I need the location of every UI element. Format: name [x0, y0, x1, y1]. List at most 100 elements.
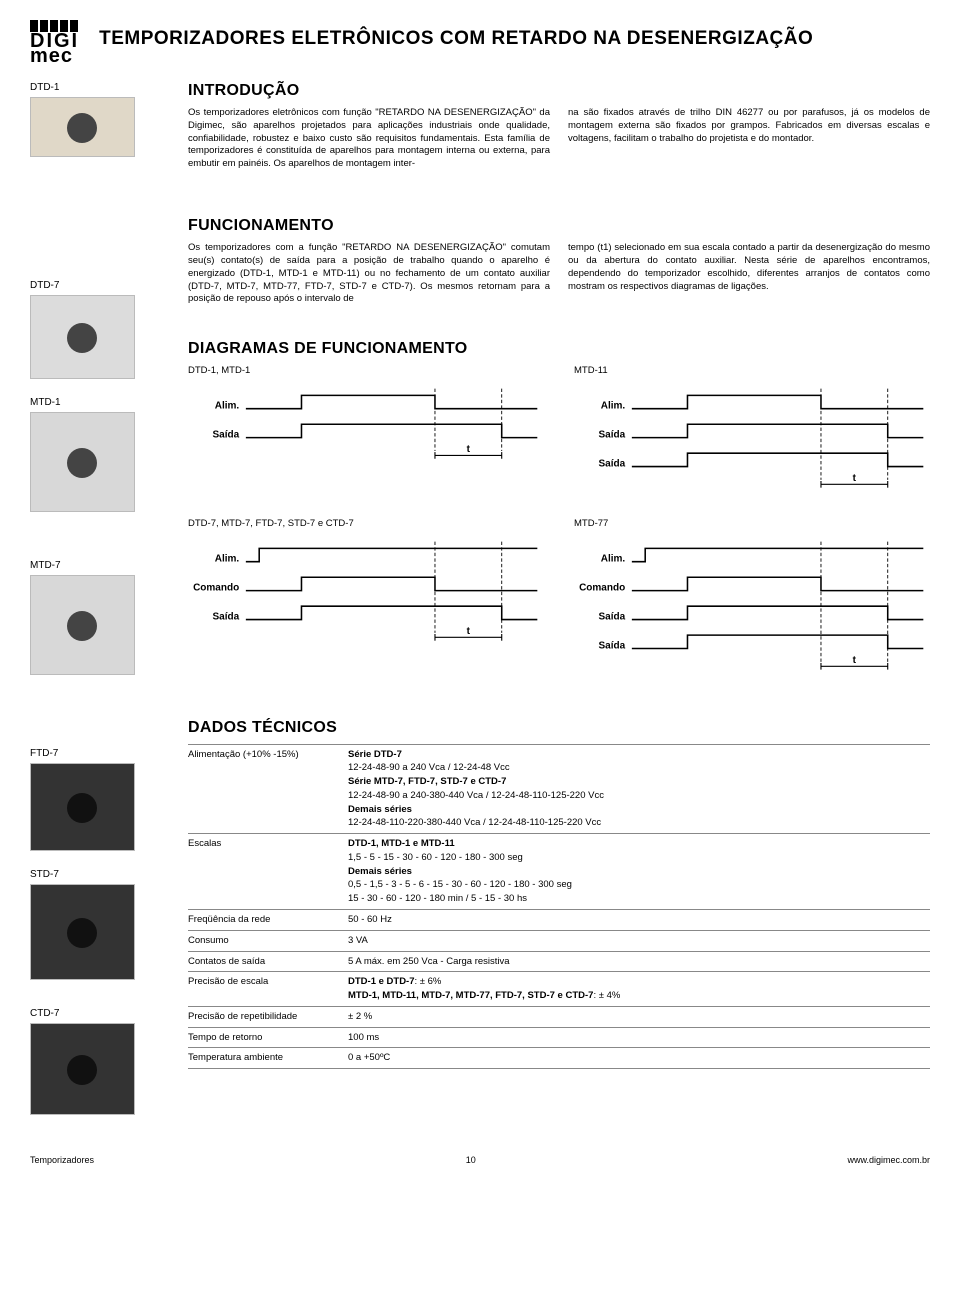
- tech-value: 5 A máx. em 250 Vca - Carga resistiva: [348, 955, 930, 969]
- product-label: MTD-1: [30, 397, 160, 408]
- diagram-row: DTD-1, MTD-1 Alim. Saída t MTD-11 Alim. Saída S…: [188, 365, 930, 498]
- tech-row: Precisão de escalaDTD-1 e DTD-7: ± 6%MTD…: [188, 971, 930, 1006]
- diagram-block: DTD-7, MTD-7, FTD-7, STD-7 e CTD-7 Alim. C…: [188, 518, 544, 680]
- product-image-placeholder: [30, 412, 135, 512]
- tech-row: Precisão de repetibilidade± 2 %: [188, 1006, 930, 1027]
- tech-key: Consumo: [188, 934, 348, 948]
- footer-center: 10: [466, 1155, 476, 1165]
- knob-icon: [67, 323, 97, 353]
- timing-diagram: Alim. Saída Saída t: [574, 382, 930, 493]
- logo-text-2: mec: [30, 49, 79, 64]
- svg-text:Alim.: Alim.: [215, 401, 240, 412]
- product-sidebar: DTD-1 DTD-7 MTD-1 MTD-7 FTD-7 STD-7 CTD-7: [30, 82, 160, 1133]
- product-image-placeholder: [30, 295, 135, 379]
- diagram-label: DTD-1, MTD-1: [188, 365, 544, 376]
- intro-title: INTRODUÇÃO: [188, 82, 930, 100]
- svg-text:t: t: [853, 655, 857, 666]
- svg-text:Saída: Saída: [598, 641, 625, 652]
- tech-key: Precisão de repetibilidade: [188, 1010, 348, 1024]
- product-image-placeholder: [30, 884, 135, 980]
- svg-text:Saída: Saída: [598, 430, 625, 441]
- tech-row: Consumo3 VA: [188, 930, 930, 951]
- product-dtd-1: DTD-1: [30, 82, 160, 157]
- page-title: TEMPORIZADORES ELETRÔNICOS COM RETARDO N…: [99, 20, 813, 50]
- page-footer: Temporizadores 10 www.digimec.com.br: [30, 1155, 930, 1165]
- tech-key: Contatos de saída: [188, 955, 348, 969]
- product-label: DTD-7: [30, 280, 160, 291]
- tech-row: EscalasDTD-1, MTD-1 e MTD-111,5 - 5 - 15…: [188, 833, 930, 909]
- knob-icon: [67, 1055, 97, 1085]
- svg-text:Comando: Comando: [193, 583, 239, 594]
- diagram-label: DTD-7, MTD-7, FTD-7, STD-7 e CTD-7: [188, 518, 544, 529]
- product-image-placeholder: [30, 97, 135, 157]
- tech-key: Temperatura ambiente: [188, 1051, 348, 1065]
- tech-row: Alimentação (+10% -15%)Série DTD-712-24-…: [188, 744, 930, 834]
- func-title: FUNCIONAMENTO: [188, 217, 930, 235]
- product-ftd-7: FTD-7: [30, 748, 160, 851]
- tech-value: Série DTD-712-24-48-90 a 240 Vca / 12-24…: [348, 748, 930, 831]
- svg-text:Alim.: Alim.: [601, 554, 626, 565]
- product-image-placeholder: [30, 575, 135, 675]
- func-body: Os temporizadores com a função "RETARDO …: [188, 242, 930, 306]
- svg-text:Saída: Saída: [213, 430, 240, 441]
- tech-row: Contatos de saída5 A máx. em 250 Vca - C…: [188, 951, 930, 972]
- svg-text:Saída: Saída: [598, 459, 625, 470]
- knob-icon: [67, 611, 97, 641]
- product-mtd-1: MTD-1: [30, 397, 160, 512]
- main-content: INTRODUÇÃO Os temporizadores eletrônicos…: [188, 82, 930, 1133]
- svg-text:Alim.: Alim.: [215, 554, 240, 565]
- timing-diagram: Alim.ComandoSaídaSaídat: [574, 535, 930, 675]
- diagram-block: MTD-77Alim.ComandoSaídaSaídat: [574, 518, 930, 680]
- tech-key: Freqüência da rede: [188, 913, 348, 927]
- diagram-block: MTD-11 Alim. Saída Saída t: [574, 365, 930, 498]
- svg-text:t: t: [853, 473, 857, 484]
- tech-value: DTD-1 e DTD-7: ± 6%MTD-1, MTD-11, MTD-7,…: [348, 975, 930, 1003]
- brand-logo: DIGI mec: [30, 20, 79, 64]
- page-header: DIGI mec TEMPORIZADORES ELETRÔNICOS COM …: [30, 20, 930, 64]
- diagram-label: MTD-11: [574, 365, 930, 376]
- tech-value: 0 a +50ºC: [348, 1051, 930, 1065]
- tech-row: Freqüência da rede50 - 60 Hz: [188, 909, 930, 930]
- tech-value: ± 2 %: [348, 1010, 930, 1024]
- knob-icon: [67, 918, 97, 948]
- product-label: DTD-1: [30, 82, 160, 93]
- knob-icon: [67, 448, 97, 478]
- tech-row: Temperatura ambiente0 a +50ºC: [188, 1047, 930, 1069]
- tech-key: Tempo de retorno: [188, 1031, 348, 1045]
- product-image-placeholder: [30, 1023, 135, 1115]
- diagrams-title: DIAGRAMAS DE FUNCIONAMENTO: [188, 340, 930, 358]
- footer-right: www.digimec.com.br: [847, 1155, 930, 1165]
- knob-icon: [67, 793, 97, 823]
- tech-value: 100 ms: [348, 1031, 930, 1045]
- timing-diagram: Alim. Saída t: [188, 382, 544, 464]
- diagram-row: DTD-7, MTD-7, FTD-7, STD-7 e CTD-7 Alim. C…: [188, 518, 930, 680]
- intro-body: Os temporizadores eletrônicos com função…: [188, 107, 930, 171]
- tech-key: Alimentação (+10% -15%): [188, 748, 348, 831]
- product-label: CTD-7: [30, 1008, 160, 1019]
- product-std-7: STD-7: [30, 869, 160, 980]
- footer-left: Temporizadores: [30, 1155, 94, 1165]
- diagram-label: MTD-77: [574, 518, 930, 529]
- product-label: STD-7: [30, 869, 160, 880]
- func-col1: Os temporizadores com a função "RETARDO …: [188, 242, 550, 306]
- tech-value: 50 - 60 Hz: [348, 913, 930, 927]
- svg-text:t: t: [467, 626, 471, 637]
- svg-text:t: t: [467, 444, 471, 455]
- intro-col1: Os temporizadores eletrônicos com função…: [188, 107, 550, 171]
- timing-diagram: Alim. Comando Saída t: [188, 535, 544, 646]
- intro-col2: na são fixados através de trilho DIN 462…: [568, 107, 930, 171]
- diagram-block: DTD-1, MTD-1 Alim. Saída t: [188, 365, 544, 498]
- product-mtd-7: MTD-7: [30, 560, 160, 675]
- product-ctd-7: CTD-7: [30, 1008, 160, 1115]
- func-col2: tempo (t1) selecionado em sua escala con…: [568, 242, 930, 306]
- tech-row: Tempo de retorno100 ms: [188, 1027, 930, 1048]
- tech-key: Precisão de escala: [188, 975, 348, 1003]
- product-label: MTD-7: [30, 560, 160, 571]
- knob-icon: [67, 113, 97, 143]
- svg-text:Saída: Saída: [212, 612, 239, 623]
- tech-title: DADOS TÉCNICOS: [188, 719, 930, 737]
- svg-text:Alim.: Alim.: [601, 401, 626, 412]
- tech-table: Alimentação (+10% -15%)Série DTD-712-24-…: [188, 744, 930, 1070]
- svg-text:Saída: Saída: [598, 612, 625, 623]
- tech-value: 3 VA: [348, 934, 930, 948]
